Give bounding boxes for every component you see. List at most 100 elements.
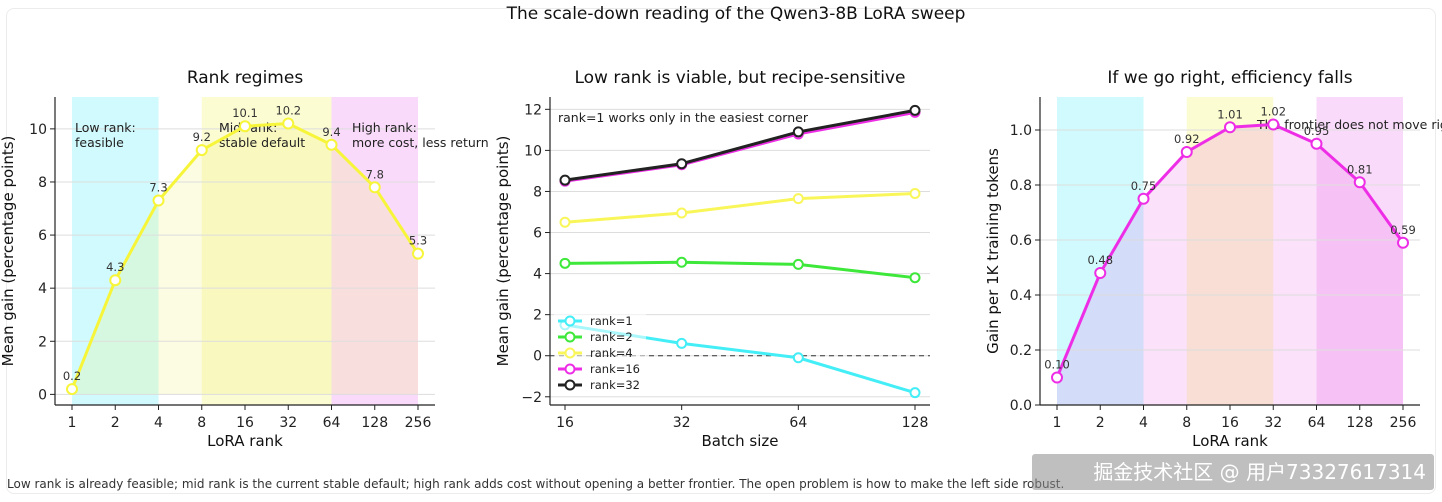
regime-band: [1057, 97, 1144, 405]
data-point: [66, 383, 78, 396]
panel-batch-size: −2 0 2 4 6 8 10 12 16 32 64 128 Batch size Mean gain …: [494, 68, 930, 450]
panel-title: Rank regimes: [187, 68, 303, 88]
data-label: 0.81: [1347, 162, 1373, 176]
data-point: [676, 337, 688, 349]
series-line: [564, 108, 916, 182]
data-point: [676, 256, 688, 268]
data-point: [909, 104, 921, 116]
legend-marker: [564, 363, 576, 375]
data-point: [1267, 118, 1280, 131]
data-point: [325, 138, 338, 151]
data-point: [792, 126, 804, 138]
x-tick-label: 64: [323, 415, 341, 431]
data-label: 0.95: [1304, 124, 1330, 138]
watermark-text: 掘金技术社区 @ 用户7332761731​4: [1093, 460, 1426, 484]
data-point: [909, 387, 921, 399]
y-tick-label: 2: [38, 334, 47, 350]
x-tick-label: 256: [405, 415, 432, 431]
x-tick-label: 32: [673, 415, 691, 431]
regime-band: [331, 97, 418, 405]
y-tick-label: −2: [521, 390, 542, 406]
y-tick-label: 0.6: [1010, 233, 1032, 249]
y-tick-label: 0.0: [1010, 398, 1032, 414]
data-point: [1094, 267, 1107, 279]
curve-area: [72, 123, 418, 395]
y-tick-label: 6: [533, 226, 542, 242]
data-point: [412, 247, 424, 260]
x-tick-label: 8: [1182, 415, 1191, 431]
data-label: 7.8: [366, 167, 384, 181]
panel-annotation: The frontier does not move right: [1256, 117, 1442, 132]
data-point: [1353, 176, 1366, 189]
watermark-backdrop: [1032, 454, 1434, 490]
data-label: 0.2: [63, 369, 81, 383]
x-tick-label: 128: [361, 415, 388, 431]
data-point: [282, 117, 295, 130]
region-label-line: more cost, less return: [352, 135, 489, 150]
x-tick-label: 64: [1308, 415, 1326, 431]
x-axis-label: Batch size: [702, 432, 779, 450]
legend-marker: [564, 331, 576, 343]
regime-band: [1186, 97, 1274, 405]
x-tick-label: 8: [197, 415, 206, 431]
y-tick-label: 4: [38, 281, 47, 297]
y-tick-label: 0.2: [1010, 343, 1032, 359]
data-label: 7.3: [149, 181, 167, 195]
data-point: [676, 158, 688, 170]
y-tick-label: 0.8: [1010, 178, 1032, 194]
region-label-line: stable default: [219, 135, 305, 150]
data-point: [909, 272, 921, 284]
y-tick-label: 0: [38, 387, 47, 403]
x-tick-label: 2: [111, 415, 120, 431]
regime-band: [201, 97, 332, 405]
data-point: [792, 352, 804, 364]
region-label-line: High rank:: [352, 120, 417, 135]
data-point: [239, 120, 251, 133]
figure-caption: Low rank is already feasible; mid rank i…: [7, 477, 1064, 491]
legend-label: rank=4: [590, 346, 633, 360]
data-label: 0.48: [1087, 253, 1113, 267]
data-point: [1137, 192, 1150, 205]
x-tick-label: 64: [789, 415, 807, 431]
y-axis-label: Mean gain (percentage points): [0, 136, 17, 367]
region-label-low: Low rank: feasible: [75, 120, 136, 150]
data-point: [368, 181, 381, 194]
data-point: [676, 207, 688, 219]
x-tick-label: 32: [1264, 415, 1282, 431]
data-label: 9.2: [193, 130, 211, 144]
y-axis-label: Gain per 1K training tokens: [984, 148, 1002, 354]
data-label: 0.59: [1390, 223, 1416, 237]
legend-marker: [564, 379, 576, 391]
y-tick-label: 4: [533, 267, 542, 283]
regime-band: [1316, 97, 1403, 405]
y-tick-label: 0: [533, 349, 542, 365]
legend-label: rank=32: [590, 378, 640, 392]
data-label: 9.4: [322, 125, 340, 139]
data-point: [109, 274, 122, 287]
y-tick-label: 8: [533, 184, 542, 200]
x-axis-label: LoRA rank: [207, 432, 283, 450]
y-tick-label: 10: [524, 143, 542, 159]
y-tick-label: 0.4: [1010, 288, 1032, 304]
figure-suptitle: The scale-down reading of the Qwen3-8B L…: [506, 4, 966, 24]
y-tick-label: 8: [38, 175, 47, 191]
data-point: [792, 193, 804, 205]
data-label: 5.3: [409, 234, 427, 248]
x-tick-label: 1: [1053, 415, 1062, 431]
y-tick-label: 10: [29, 122, 47, 138]
data-point: [909, 188, 921, 200]
curve-area: [1057, 124, 1403, 405]
series-line: [564, 260, 916, 280]
x-tick-label: 16: [556, 415, 574, 431]
x-tick-label: 16: [236, 415, 254, 431]
data-point: [1224, 121, 1236, 134]
x-tick-label: 2: [1096, 415, 1105, 431]
panel-annotation: rank=1 works only in the easiest corner: [558, 110, 809, 125]
legend-label: rank=2: [590, 330, 633, 344]
y-tick-label: 12: [524, 102, 542, 118]
data-point: [559, 257, 571, 269]
y-axis-label: Mean gain (percentage points): [494, 136, 512, 367]
legend-label: rank=1: [590, 314, 633, 328]
data-point: [1180, 146, 1193, 158]
